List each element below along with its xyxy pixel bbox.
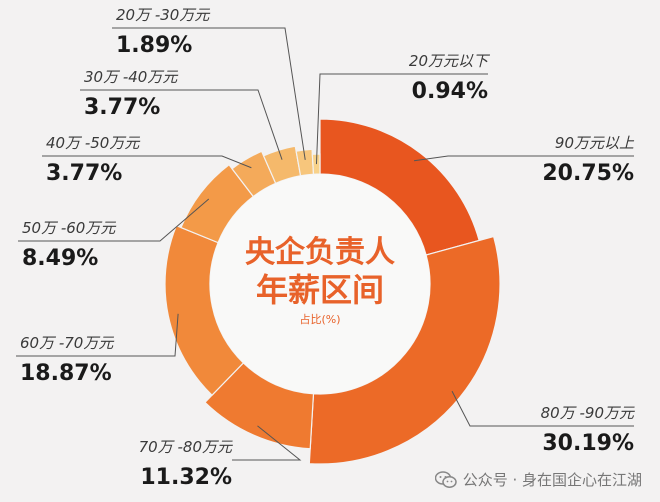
leader-line — [315, 73, 488, 165]
slice-value-label: 8.49% — [22, 246, 98, 271]
slice-range-label: 30万 -40万元 — [84, 68, 178, 86]
slice-value-label: 30.19% — [542, 431, 634, 456]
leader-line — [80, 89, 283, 160]
slice-range-label: 20万 -30万元 — [116, 6, 210, 24]
watermark: 公众号 · 身在国企心在江湖 — [434, 469, 642, 490]
slice-value-label: 20.75% — [542, 161, 634, 186]
leader-line — [451, 390, 634, 427]
slice-range-label: 60万 -70万元 — [20, 334, 114, 352]
leader-line — [232, 425, 302, 461]
pie-slices — [164, 118, 501, 465]
donut-hole — [210, 174, 430, 394]
leader-line — [16, 313, 179, 357]
slice-value-label: 3.77% — [84, 95, 160, 120]
slice-value-label: 0.94% — [412, 79, 488, 104]
leader-lines — [16, 27, 634, 461]
center-subtitle: 占比(%) — [299, 312, 340, 326]
center-title-line2: 年薪区间 — [256, 271, 384, 309]
leader-line — [112, 27, 306, 160]
slice-value-label: 18.87% — [20, 361, 112, 386]
slice-value-label: 11.32% — [140, 465, 232, 490]
leader-line — [18, 198, 210, 242]
slice-range-label: 40万 -50万元 — [46, 134, 140, 152]
slice-range-label: 90万元以上 — [555, 134, 635, 152]
slice-value-label: 1.89% — [116, 33, 192, 58]
slice-value-label: 3.77% — [46, 161, 122, 186]
slice-range-label: 50万 -60万元 — [22, 219, 116, 237]
center-title-line1: 央企负责人 — [245, 235, 395, 270]
slice-range-label: 80万 -90万元 — [541, 404, 635, 422]
wechat-icon — [434, 470, 457, 489]
slice-range-label: 20万元以下 — [409, 52, 491, 70]
leader-line — [42, 155, 252, 169]
slice-range-label: 70万 -80万元 — [139, 438, 233, 456]
pie-slice — [311, 153, 321, 175]
leader-line — [413, 155, 634, 162]
slice-labels: 90万元以上 20.75% 80万 -90万元 30.19% 70万 -80万元 11.3… — [20, 6, 635, 490]
watermark-text: 公众号 · 身在国企心在江湖 — [462, 471, 642, 489]
